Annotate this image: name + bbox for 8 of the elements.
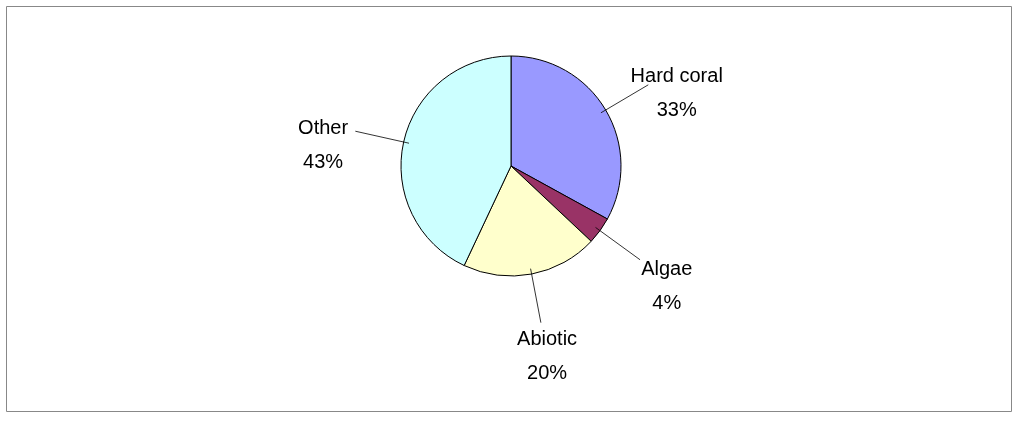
slice-label: Other [298, 115, 349, 138]
slice-label: Abiotic [517, 326, 578, 349]
slice-label: Algae [641, 257, 693, 280]
data-label: 33% [656, 98, 697, 121]
slice-label: Hard coral [630, 64, 723, 87]
data-label: 43% [303, 149, 344, 172]
data-label: 20% [527, 360, 568, 383]
data-label: 4% [652, 291, 682, 314]
